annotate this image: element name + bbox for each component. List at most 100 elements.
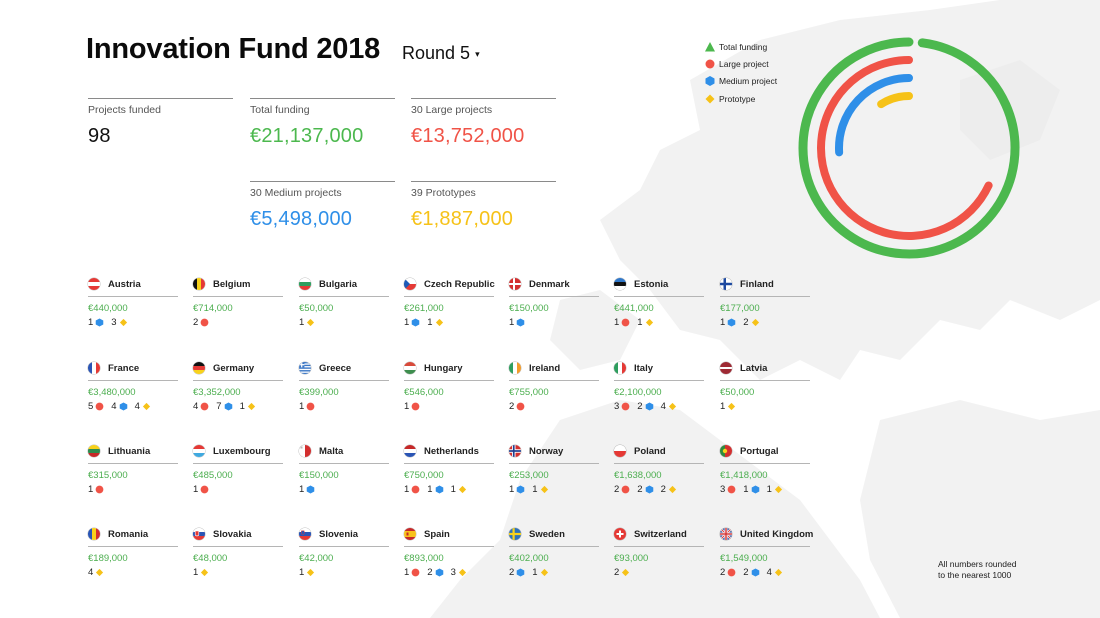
- arc-medium-project[interactable]: [835, 74, 913, 157]
- count-prototype: 1: [720, 401, 736, 412]
- count-medium: 2: [637, 484, 653, 495]
- legend-item-prototype[interactable]: Prototype: [704, 90, 777, 107]
- country-card-sweden[interactable]: Sweden €402,000 2 1: [509, 527, 599, 578]
- count-value: 1: [299, 484, 305, 495]
- stat-projects-funded: Projects funded 98: [88, 98, 233, 148]
- country-project-counts: 3 2 4: [614, 401, 704, 412]
- country-card-spain[interactable]: Spain €893,000 1 2 3: [404, 527, 494, 578]
- country-header: Norway: [509, 444, 599, 458]
- country-name: Portugal: [740, 445, 779, 457]
- bulgaria-flag-icon: [299, 278, 311, 290]
- arc-prototype[interactable]: [877, 92, 913, 109]
- slovakia-flag-icon: [193, 528, 205, 540]
- count-value: 2: [743, 567, 749, 578]
- country-card-poland[interactable]: Poland €1,638,000 2 2 2: [614, 444, 704, 495]
- count-value: 1: [720, 401, 726, 412]
- country-card-germany[interactable]: Germany €3,352,000 4 7 1: [193, 361, 283, 412]
- footnote-line: to the nearest 1000: [938, 569, 1012, 580]
- count-value: 2: [743, 317, 749, 328]
- count-value: 2: [614, 484, 620, 495]
- count-medium: 1: [427, 484, 443, 495]
- country-name: Poland: [634, 445, 666, 457]
- country-card-lithuania[interactable]: Lithuania €315,000 1: [88, 444, 178, 495]
- hexagon-icon: [728, 318, 736, 327]
- count-large: 2: [614, 484, 630, 495]
- divider: [720, 463, 810, 464]
- country-header: Portugal: [720, 444, 810, 458]
- country-card-malta[interactable]: Malta €150,000 1: [299, 444, 389, 495]
- country-header: Austria: [88, 277, 178, 291]
- sweden-flag-icon: [509, 528, 521, 540]
- count-value: 1: [532, 484, 538, 495]
- count-prototype: 1: [767, 484, 783, 495]
- count-value: 2: [637, 401, 643, 412]
- country-card-ireland[interactable]: Ireland €755,000 2: [509, 361, 599, 412]
- count-value: 1: [766, 484, 772, 495]
- count-medium: 2: [637, 401, 653, 412]
- country-card-czech-republic[interactable]: Czech Republic €261,000 1 1: [404, 277, 495, 328]
- country-header: Luxembourg: [193, 444, 283, 458]
- arc-large-project[interactable]: [817, 56, 993, 240]
- stat-total-funding: Total funding €21,137,000: [250, 98, 395, 148]
- country-card-greece[interactable]: Greece €399,000 1: [299, 361, 389, 412]
- count-medium: 1: [404, 317, 420, 328]
- country-card-bulgaria[interactable]: Bulgaria €50,000 1: [299, 277, 389, 328]
- country-amount: €177,000: [720, 303, 760, 314]
- stat-value: €1,887,000: [411, 208, 514, 230]
- diamond-icon: [751, 318, 759, 327]
- arc-total-funding[interactable]: [798, 37, 1020, 259]
- country-card-denmark[interactable]: Denmark €150,000 1: [509, 277, 599, 328]
- country-project-counts: 1: [299, 401, 389, 412]
- count-prototype: 1: [637, 317, 653, 328]
- legend-item-medium[interactable]: Medium project: [704, 73, 777, 90]
- count-prototype: 4: [767, 567, 783, 578]
- legend-item-total[interactable]: Total funding: [704, 38, 777, 55]
- country-amount: €2,100,000: [614, 387, 662, 398]
- country-card-netherlands[interactable]: Netherlands €750,000 1 1 1: [404, 444, 494, 495]
- romania-flag-icon: [88, 528, 100, 540]
- country-card-latvia[interactable]: Latvia €50,000 1: [720, 361, 810, 412]
- count-value: 2: [660, 484, 666, 495]
- country-amount: €50,000: [720, 387, 755, 398]
- country-card-switzerland[interactable]: Switzerland €93,000 2: [614, 527, 704, 578]
- country-card-finland[interactable]: Finland €177,000 1 2: [720, 277, 810, 328]
- country-header: Italy: [614, 361, 704, 375]
- country-card-austria[interactable]: Austria €440,000 1 3: [88, 277, 178, 328]
- count-prototype: 2: [743, 317, 759, 328]
- country-card-romania[interactable]: Romania €189,000 4: [88, 527, 178, 578]
- country-name: Slovakia: [213, 528, 252, 540]
- country-header: Bulgaria: [299, 277, 389, 291]
- portugal-flag-icon: [720, 445, 732, 457]
- count-value: 2: [193, 317, 199, 328]
- circle-icon: [95, 485, 104, 494]
- luxembourg-flag-icon: [193, 445, 205, 457]
- divider: [720, 546, 810, 547]
- divider: [193, 546, 283, 547]
- round-selector-dropdown[interactable]: Round 5 ▾: [402, 43, 480, 64]
- country-card-luxembourg[interactable]: Luxembourg €485,000 1: [193, 444, 283, 495]
- divider: [404, 463, 494, 464]
- country-card-belgium[interactable]: Belgium €714,000 2: [193, 277, 283, 328]
- country-card-italy[interactable]: Italy €2,100,000 3 2 4: [614, 361, 704, 412]
- country-card-slovenia[interactable]: Slovenia €42,000 1: [299, 527, 389, 578]
- country-card-slovakia[interactable]: Slovakia €48,000 1: [193, 527, 283, 578]
- count-value: 1: [88, 484, 94, 495]
- country-card-portugal[interactable]: Portugal €1,418,000 3 1 1: [720, 444, 810, 495]
- country-amount: €315,000: [88, 470, 128, 481]
- legend-item-large[interactable]: Large project: [704, 55, 777, 72]
- count-value: 2: [427, 567, 433, 578]
- count-prototype: 1: [193, 567, 209, 578]
- count-value: 1: [193, 567, 199, 578]
- country-project-counts: 1: [193, 567, 283, 578]
- count-prototype: 1: [299, 317, 315, 328]
- country-card-norway[interactable]: Norway €253,000 1 1: [509, 444, 599, 495]
- count-value: 3: [450, 567, 456, 578]
- count-large: 3: [614, 401, 630, 412]
- country-card-france[interactable]: France €3,480,000 5 4 4: [88, 361, 178, 412]
- country-header: Slovakia: [193, 527, 283, 541]
- country-card-united-kingdom[interactable]: United Kingdom €1,549,000 2 2 4: [720, 527, 813, 578]
- country-name: Malta: [319, 445, 344, 457]
- country-card-hungary[interactable]: Hungary €546,000 1: [404, 361, 494, 412]
- country-card-estonia[interactable]: Estonia €441,000 1 1: [614, 277, 704, 328]
